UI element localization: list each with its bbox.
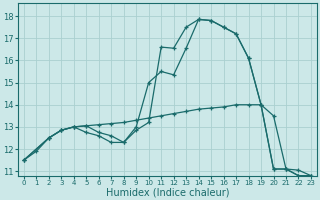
X-axis label: Humidex (Indice chaleur): Humidex (Indice chaleur) <box>106 187 229 197</box>
